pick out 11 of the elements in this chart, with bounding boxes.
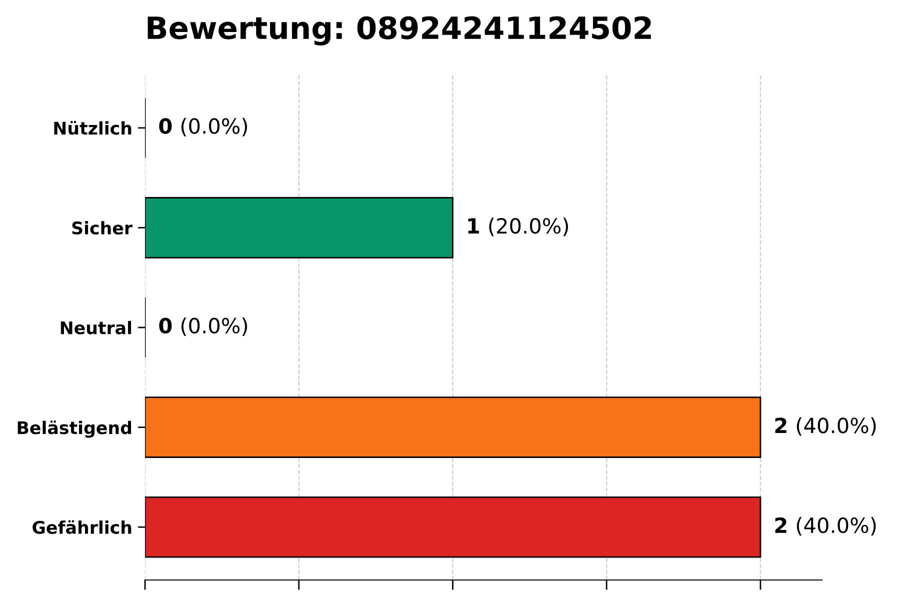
data-label: 0 (0.0%) [159, 317, 248, 336]
data-label: 2 (40.0%) [775, 517, 876, 536]
chart-title: Bewertung: 08924241124502 [148, 16, 651, 46]
y-tick-label: Belästigend [18, 420, 132, 438]
y-tick-label: Neutral [60, 320, 132, 334]
data-label: 1 (20.0%) [468, 218, 568, 236]
data-label: 2 (40.0%) [775, 417, 876, 436]
data-label: 0 (0.0%) [159, 118, 248, 136]
y-tick-label: Gefährlich [32, 520, 132, 534]
y-tick-label: Nützlich [54, 121, 132, 135]
y-tick-label: Sicher [72, 221, 132, 235]
